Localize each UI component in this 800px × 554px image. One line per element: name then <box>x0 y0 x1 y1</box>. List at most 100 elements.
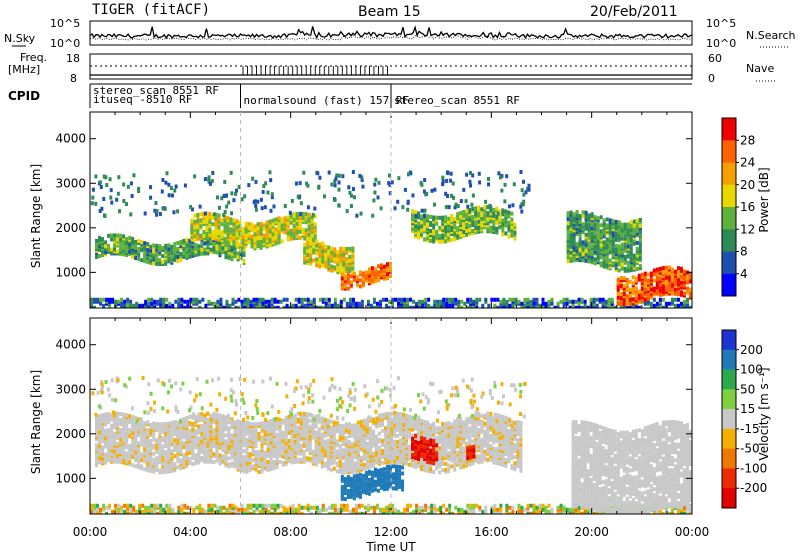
heatmap-cell <box>116 441 120 446</box>
heatmap-cell <box>511 505 515 510</box>
heatmap-cell <box>469 505 473 510</box>
heatmap-cell <box>105 301 109 306</box>
heatmap-cell <box>664 269 668 274</box>
heatmap-cell <box>602 240 606 245</box>
heatmap-cell <box>91 195 95 200</box>
y-tick-label: 4000 <box>55 132 86 146</box>
heatmap-cell <box>287 445 291 450</box>
heatmap-cell <box>254 179 258 184</box>
heatmap-cell <box>602 232 606 237</box>
heatmap-cell <box>375 503 379 508</box>
heatmap-cell <box>227 428 231 433</box>
heatmap-cell <box>517 299 521 304</box>
heatmap-cell <box>429 230 433 235</box>
heatmap-cell <box>218 421 222 426</box>
heatmap-cell <box>236 253 240 258</box>
heatmap-cell <box>351 507 355 512</box>
heatmap-cell <box>584 252 588 257</box>
heatmap-cell <box>95 445 99 450</box>
heatmap-cell <box>170 422 174 427</box>
heatmap-cell <box>632 257 636 262</box>
heatmap-cell <box>164 253 168 258</box>
heatmap-cell <box>426 214 430 219</box>
heatmap-cell <box>217 237 221 242</box>
heatmap-cell <box>302 417 306 422</box>
heatmap-cell <box>471 229 475 234</box>
heatmap-cell <box>602 256 606 261</box>
heatmap-cell <box>634 296 638 301</box>
heatmap-cell <box>209 449 213 454</box>
heatmap-cell <box>312 299 316 304</box>
heatmap-cell <box>194 246 198 251</box>
heatmap-cell <box>238 222 242 227</box>
heatmap-cell <box>278 433 282 438</box>
heatmap-cell <box>107 446 111 451</box>
heatmap-cell <box>143 445 147 450</box>
heatmap-cell <box>299 421 303 426</box>
heatmap-cell <box>271 238 275 243</box>
heatmap-cell <box>203 433 207 438</box>
heatmap-cell <box>146 454 150 459</box>
heatmap-cell <box>153 505 157 510</box>
heatmap-cell <box>194 435 198 440</box>
heatmap-cell <box>229 231 233 236</box>
heatmap-cell <box>590 240 594 245</box>
heatmap-cell <box>297 503 301 508</box>
heatmap-cell <box>673 297 677 302</box>
heatmap-cell <box>310 237 314 242</box>
heatmap-cell <box>229 170 233 175</box>
heatmap-cell <box>593 249 597 254</box>
heatmap-cell <box>468 223 472 228</box>
heatmap-cell <box>270 299 274 304</box>
heatmap-cell <box>448 503 452 508</box>
heatmap-cell <box>275 418 279 423</box>
heatmap-cell <box>215 414 219 419</box>
heatmap-cell <box>254 468 258 473</box>
heatmap-cell <box>333 247 337 252</box>
heatmap-cell <box>95 425 99 430</box>
heatmap-cell <box>125 243 129 248</box>
heatmap-cell <box>93 305 97 308</box>
heatmap-cell <box>635 252 639 257</box>
heatmap-cell <box>372 297 376 302</box>
heatmap-cell <box>125 459 129 464</box>
heatmap-cell <box>209 447 213 452</box>
heatmap-cell <box>200 251 204 256</box>
heatmap-cell <box>489 217 493 222</box>
heatmap-cell <box>152 243 156 248</box>
heatmap-cell <box>417 215 421 220</box>
heatmap-cell <box>307 212 311 217</box>
heatmap-cell <box>611 253 615 258</box>
heatmap-cell <box>361 281 365 286</box>
heatmap-cell <box>137 441 141 446</box>
heatmap-cell <box>583 299 587 304</box>
heatmap-cell <box>596 218 600 223</box>
heatmap-cell <box>306 249 310 254</box>
heatmap-cell <box>541 503 545 508</box>
heatmap-cell <box>131 240 135 245</box>
heatmap-cell <box>411 193 415 198</box>
heatmap-cell <box>326 450 330 455</box>
heatmap-cell <box>180 507 184 512</box>
heatmap-cell <box>216 301 220 306</box>
heatmap-cell <box>257 453 261 458</box>
heatmap-cell <box>611 221 615 226</box>
heatmap-cell <box>192 509 196 514</box>
heatmap-cell <box>426 218 430 223</box>
heatmap-cell <box>104 440 108 445</box>
heatmap-cell <box>110 451 114 456</box>
heatmap-cell <box>314 436 318 441</box>
heatmap-cell <box>113 239 117 244</box>
heatmap-cell <box>349 280 353 285</box>
heatmap-cell <box>320 432 324 437</box>
heatmap-cell <box>158 470 162 475</box>
heatmap-cell <box>466 299 470 304</box>
heatmap-cell <box>288 509 292 514</box>
heatmap-cell <box>197 430 201 435</box>
heatmap-cell <box>119 434 123 439</box>
heatmap-cell <box>176 441 180 446</box>
heatmap-cell <box>263 460 267 465</box>
heatmap-cell <box>215 446 219 451</box>
nsky-panel: N.Sky 10^5 10^0 10^5 10^0 N.Search <box>4 17 796 50</box>
heatmap-cell <box>234 299 238 304</box>
